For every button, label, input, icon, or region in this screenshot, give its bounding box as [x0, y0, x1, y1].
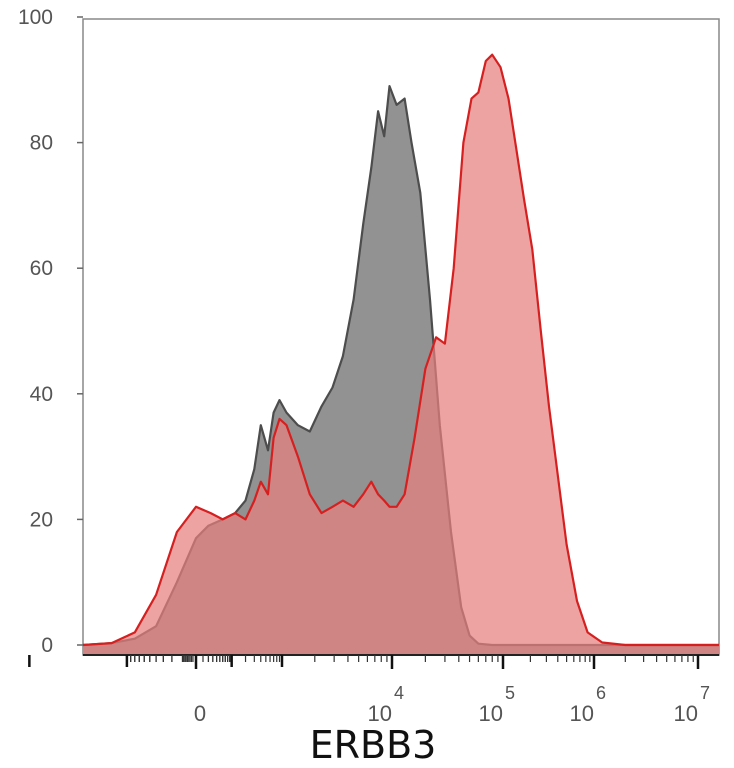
- x-tick-exponent: 4: [394, 683, 404, 703]
- series-0-area: [83, 86, 719, 656]
- y-tick-label: 20: [30, 508, 53, 531]
- x-tick-exponent: 5: [505, 683, 515, 703]
- y-tick-label: 60: [30, 257, 53, 280]
- x-tick-exponent: 7: [700, 683, 710, 703]
- x-tick-label: 0: [194, 701, 206, 726]
- y-tick-label: 80: [30, 132, 53, 155]
- x-minor-ticks: [130, 655, 694, 662]
- series-layer: [82, 53, 719, 656]
- y-tick-label: 0: [41, 634, 53, 657]
- y-tick-label: 100: [18, 6, 53, 29]
- y-tick-label: 40: [30, 383, 53, 406]
- series-1-line: [82, 53, 719, 647]
- x-tick-label: 10: [570, 701, 594, 726]
- x-axis-label: ERBB3: [310, 723, 437, 767]
- series-1-area: [83, 54, 719, 655]
- x-tick-exponent: 6: [596, 683, 606, 703]
- x-tick-label: 10: [368, 701, 392, 726]
- x-tick-label: 10: [479, 701, 503, 726]
- y-axis-ticks: 0 20 40 60 80 100: [18, 6, 83, 657]
- x-tick-label: 10: [674, 701, 698, 726]
